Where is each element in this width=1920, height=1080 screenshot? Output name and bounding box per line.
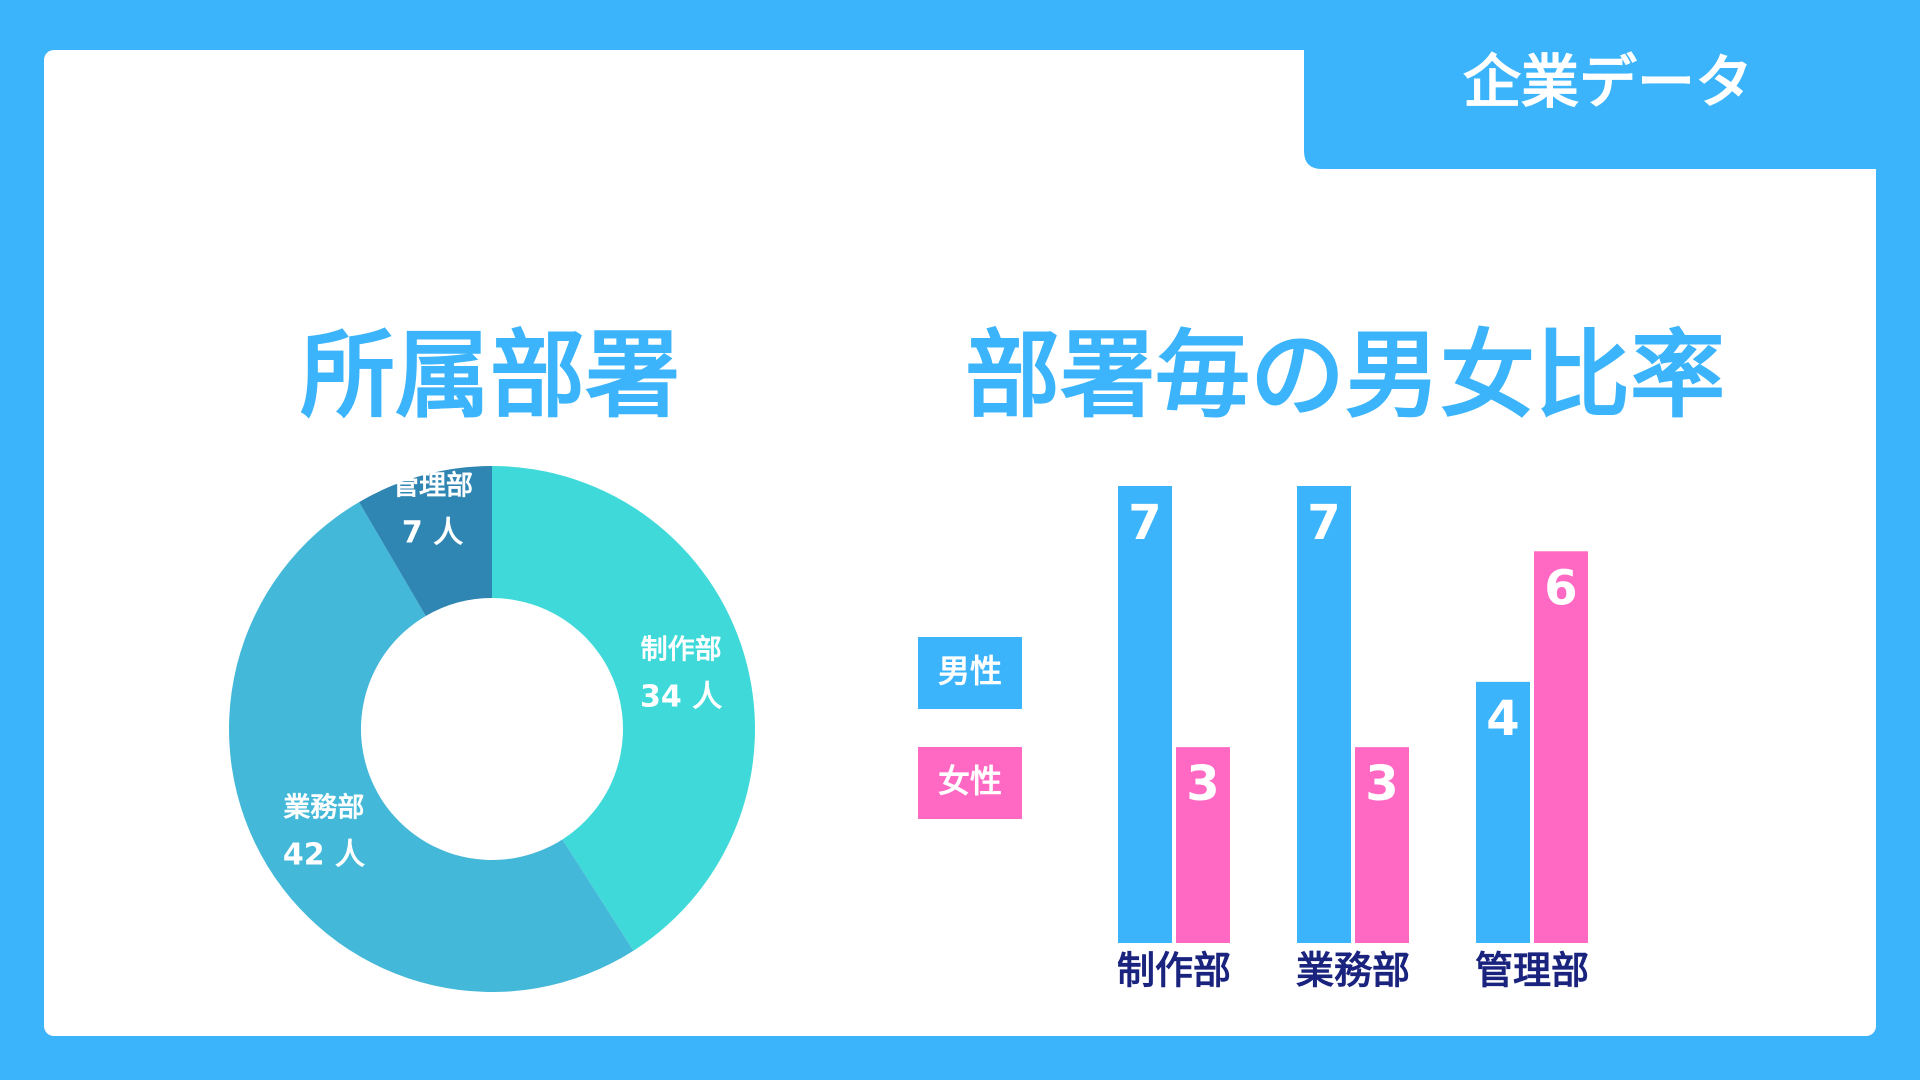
donut-slice <box>492 466 755 951</box>
bar-value: 4 <box>1486 691 1519 747</box>
chart-title: 部署毎の男女比率 <box>965 321 1725 431</box>
x-tick-label: 管理部 <box>1475 949 1589 993</box>
bar <box>1297 486 1351 943</box>
slice-category: 管理部 <box>392 469 473 501</box>
header-title: 企業データ <box>1463 48 1753 116</box>
bar <box>1355 747 1409 943</box>
bar-value: 7 <box>1307 495 1340 551</box>
slice-value: 34 人 <box>640 679 722 714</box>
chart-title: 所属部署 <box>300 321 680 431</box>
legend-label: 女性 <box>938 762 1002 800</box>
x-tick-label: 制作部 <box>1117 949 1231 993</box>
slice-value: 42 人 <box>283 837 365 872</box>
header-tab <box>1304 50 1876 169</box>
bar <box>1118 486 1172 943</box>
legend-swatch <box>918 747 1022 819</box>
bar-value: 3 <box>1186 756 1219 812</box>
bar-value: 7 <box>1128 495 1161 551</box>
bar-value: 3 <box>1365 756 1398 812</box>
slice-value: 7 人 <box>402 515 463 550</box>
bar-value: 6 <box>1544 560 1577 616</box>
bar <box>1534 551 1588 943</box>
legend-swatch <box>918 637 1022 709</box>
donut-slice <box>359 466 492 616</box>
bar <box>1476 681 1530 943</box>
card <box>44 50 1876 1036</box>
slice-category: 制作部 <box>641 633 722 665</box>
slice-category: 業務部 <box>283 791 364 823</box>
bar <box>1176 747 1230 943</box>
donut-slice <box>228 502 634 993</box>
x-tick-label: 業務部 <box>1296 949 1410 993</box>
legend-label: 男性 <box>938 652 1002 690</box>
